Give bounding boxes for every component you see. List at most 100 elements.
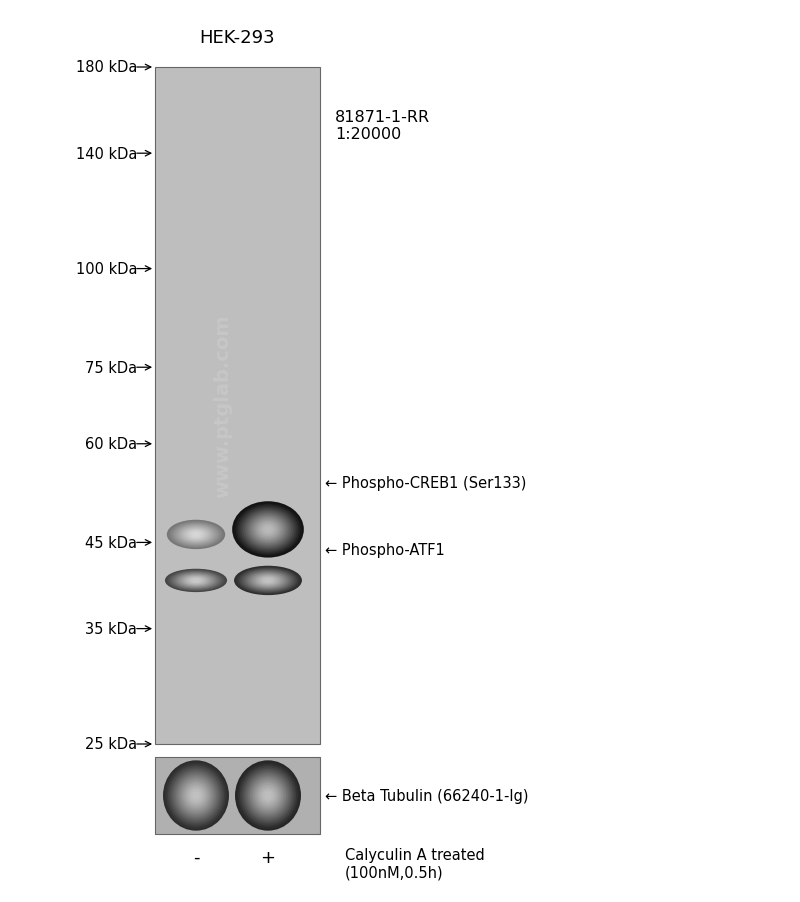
- Ellipse shape: [260, 577, 276, 584]
- Ellipse shape: [170, 768, 222, 824]
- Ellipse shape: [192, 533, 200, 537]
- Ellipse shape: [167, 570, 225, 591]
- Ellipse shape: [252, 518, 284, 542]
- Ellipse shape: [174, 573, 218, 588]
- Ellipse shape: [263, 790, 273, 801]
- Ellipse shape: [248, 573, 288, 589]
- Ellipse shape: [249, 515, 287, 545]
- Ellipse shape: [178, 575, 214, 587]
- Bar: [155, 68, 320, 744]
- Ellipse shape: [244, 769, 292, 822]
- Text: www.ptglab.com: www.ptglab.com: [213, 314, 232, 498]
- Ellipse shape: [170, 572, 222, 590]
- Ellipse shape: [172, 769, 220, 822]
- Text: HEK-293: HEK-293: [199, 29, 275, 47]
- Ellipse shape: [190, 788, 202, 803]
- Ellipse shape: [193, 580, 199, 582]
- Ellipse shape: [178, 777, 214, 815]
- Text: 35 kDa: 35 kDa: [85, 621, 137, 637]
- Ellipse shape: [185, 529, 207, 540]
- Ellipse shape: [256, 575, 280, 585]
- Ellipse shape: [193, 533, 199, 536]
- Text: ← Phospho-ATF1: ← Phospho-ATF1: [325, 543, 445, 557]
- Ellipse shape: [176, 525, 216, 545]
- Text: 25 kDa: 25 kDa: [85, 737, 137, 751]
- Ellipse shape: [182, 780, 210, 811]
- Text: 180 kDa: 180 kDa: [76, 60, 137, 76]
- Ellipse shape: [247, 773, 289, 818]
- Ellipse shape: [169, 521, 223, 548]
- Text: 81871-1-RR
1:20000: 81871-1-RR 1:20000: [335, 110, 430, 143]
- Ellipse shape: [234, 503, 302, 556]
- Ellipse shape: [258, 576, 278, 585]
- Ellipse shape: [190, 532, 202, 538]
- Ellipse shape: [236, 761, 300, 830]
- Ellipse shape: [188, 787, 204, 805]
- Ellipse shape: [251, 574, 285, 588]
- Ellipse shape: [182, 528, 210, 542]
- Ellipse shape: [263, 579, 273, 583]
- Ellipse shape: [261, 524, 275, 535]
- Text: +: +: [261, 848, 275, 866]
- Ellipse shape: [164, 761, 228, 830]
- Ellipse shape: [174, 771, 218, 820]
- Ellipse shape: [179, 575, 213, 587]
- Ellipse shape: [262, 578, 274, 584]
- Ellipse shape: [260, 787, 276, 805]
- Ellipse shape: [176, 574, 216, 588]
- Ellipse shape: [258, 786, 278, 806]
- Ellipse shape: [191, 790, 201, 801]
- Ellipse shape: [172, 523, 220, 547]
- Ellipse shape: [262, 788, 274, 803]
- Ellipse shape: [236, 505, 300, 555]
- Ellipse shape: [242, 768, 294, 824]
- Ellipse shape: [262, 526, 274, 534]
- Ellipse shape: [177, 775, 215, 816]
- Ellipse shape: [189, 578, 204, 584]
- Ellipse shape: [254, 575, 282, 586]
- Ellipse shape: [247, 513, 289, 547]
- Ellipse shape: [167, 520, 225, 548]
- Ellipse shape: [245, 571, 291, 591]
- Ellipse shape: [169, 767, 223, 825]
- Text: ← Beta Tubulin (66240-1-Ig): ← Beta Tubulin (66240-1-Ig): [325, 788, 529, 803]
- Ellipse shape: [173, 524, 219, 546]
- Ellipse shape: [166, 763, 226, 828]
- Ellipse shape: [185, 784, 207, 807]
- Ellipse shape: [246, 572, 290, 590]
- Ellipse shape: [250, 573, 286, 588]
- Ellipse shape: [166, 570, 226, 592]
- Text: 140 kDa: 140 kDa: [76, 146, 137, 161]
- Ellipse shape: [169, 571, 223, 591]
- Ellipse shape: [187, 577, 205, 584]
- Ellipse shape: [245, 512, 291, 548]
- Ellipse shape: [250, 777, 286, 815]
- Ellipse shape: [238, 568, 298, 594]
- Ellipse shape: [167, 765, 225, 826]
- Text: 45 kDa: 45 kDa: [85, 535, 137, 550]
- Text: 75 kDa: 75 kDa: [85, 360, 137, 375]
- Ellipse shape: [254, 519, 282, 541]
- Ellipse shape: [170, 522, 222, 548]
- Ellipse shape: [243, 570, 293, 592]
- Ellipse shape: [179, 527, 213, 543]
- Ellipse shape: [186, 577, 206, 584]
- Ellipse shape: [189, 531, 203, 538]
- Ellipse shape: [175, 773, 217, 818]
- Ellipse shape: [181, 575, 211, 586]
- Ellipse shape: [186, 530, 206, 539]
- Ellipse shape: [174, 524, 218, 546]
- Ellipse shape: [180, 527, 212, 542]
- Ellipse shape: [238, 507, 298, 553]
- Ellipse shape: [249, 775, 287, 816]
- Ellipse shape: [252, 778, 284, 813]
- Ellipse shape: [255, 782, 281, 809]
- Ellipse shape: [253, 575, 283, 587]
- Ellipse shape: [265, 579, 271, 582]
- Ellipse shape: [240, 569, 296, 593]
- Text: Calyculin A treated
(100nM,0.5h): Calyculin A treated (100nM,0.5h): [345, 847, 485, 879]
- Ellipse shape: [246, 771, 290, 820]
- Ellipse shape: [233, 502, 303, 557]
- Ellipse shape: [265, 527, 271, 532]
- Ellipse shape: [186, 786, 206, 806]
